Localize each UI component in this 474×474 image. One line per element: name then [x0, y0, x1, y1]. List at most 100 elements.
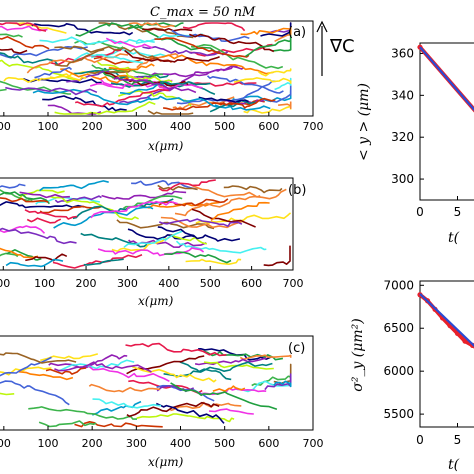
- panel-c-label: (c): [288, 341, 305, 356]
- panel-b-xlabel: x(μm): [138, 294, 174, 308]
- trajectory-track: [39, 36, 155, 46]
- x-tick-label: 200: [82, 120, 103, 133]
- y-tick-label: 6500: [383, 321, 414, 335]
- x-tick-label: 5: [454, 205, 462, 219]
- y-tick-label: 360: [391, 46, 414, 60]
- trajectory-track: [54, 101, 156, 115]
- trajectory-track: [19, 191, 70, 199]
- trajectory-track: [83, 258, 124, 266]
- x-tick-label: 300: [117, 277, 138, 290]
- trajectory-track: [0, 247, 39, 259]
- trajectory-track: [89, 82, 134, 89]
- x-tick-label: 600: [241, 277, 262, 290]
- trajectory-track: [175, 240, 267, 254]
- x-tick-label: 200: [76, 277, 97, 290]
- gradient-arrow-head: [316, 20, 328, 33]
- trajectory-track: [74, 88, 169, 108]
- trajectory-track: [0, 201, 85, 209]
- trajectory-track: [136, 413, 235, 423]
- panel-b-tracks: [0, 179, 291, 269]
- trajectory-track: [213, 97, 276, 109]
- x-tick-label: 700: [283, 277, 304, 290]
- trajectory-track: [131, 365, 217, 383]
- trajectory-track: [162, 54, 274, 75]
- trajectory-track: [170, 382, 278, 411]
- panel-b-x-ticks: 00 100 200 300 400 500 600 700: [0, 266, 304, 290]
- x-tick-label: 500: [214, 437, 235, 450]
- trajectory-track: [97, 71, 162, 86]
- trajectory-track: [170, 401, 242, 412]
- y-tick-label: 7000: [383, 278, 414, 292]
- trajectory-track: [91, 64, 164, 77]
- trajectory-track: [126, 355, 205, 375]
- trajectory-track: [66, 69, 110, 83]
- trajectory-track: [113, 76, 197, 94]
- trajectory-track: [0, 252, 19, 258]
- trajectory-track: [258, 68, 292, 77]
- variance-y-series: [417, 292, 474, 349]
- x-tick-label: 600: [258, 120, 279, 133]
- trajectory-track: [5, 86, 98, 96]
- trajectory-track: [158, 218, 243, 227]
- variance-y-y-ticks: 7000 6500 6000 5500: [383, 278, 424, 421]
- y-tick-label: 340: [391, 88, 414, 102]
- x-tick-label: 00: [0, 120, 11, 133]
- x-tick-label: 300: [126, 437, 147, 450]
- fit-line-blue: [419, 293, 474, 348]
- trajectory-track: [239, 354, 292, 361]
- gradient-indicator: ∇C: [316, 20, 355, 76]
- panel-c-xlabel: x(μm): [148, 455, 184, 469]
- trajectory-track: [172, 96, 235, 110]
- trajectory-track: [189, 43, 273, 57]
- trajectory-track: [80, 232, 148, 248]
- trajectory-track: [42, 95, 127, 112]
- trajectory-track: [60, 68, 131, 84]
- trajectory-track: [34, 66, 73, 79]
- trajectory-track: [142, 27, 193, 32]
- trajectory-track: [0, 22, 47, 32]
- trajectory-track: [40, 353, 99, 362]
- trajectory-track: [158, 179, 216, 192]
- trajectory-track: [88, 383, 161, 393]
- trajectory-track: [75, 22, 184, 37]
- mean-y-series: [417, 44, 474, 113]
- trajectory-track: [0, 48, 28, 54]
- trajectory-track: [124, 49, 220, 63]
- trajectory-track: [214, 104, 271, 111]
- trajectory-track: [155, 402, 225, 424]
- trajectory-track: [28, 406, 137, 420]
- trajectory-track: [128, 239, 207, 248]
- trajectory-track: [128, 22, 175, 28]
- trajectory-track: [88, 365, 170, 383]
- panel-c-tracks: [0, 342, 292, 428]
- x-tick-label: 600: [258, 437, 279, 450]
- trajectory-track: [97, 247, 205, 257]
- trajectory-track: [0, 183, 26, 189]
- trajectory-track: [0, 25, 48, 32]
- y-tick-label: 320: [391, 130, 414, 144]
- panel-c: 00 100 200 300 400 500 600 700 (c) x(μm): [0, 335, 324, 469]
- trajectory-track: [171, 29, 250, 42]
- trajectory-track: [273, 363, 292, 385]
- trajectory-track: [147, 95, 218, 108]
- trajectory-track: [273, 380, 292, 388]
- trajectory-track: [90, 200, 178, 219]
- variance-y-ylabel: σ²_y (μm²): [350, 318, 366, 391]
- panel-b: 00 100 200 300 400 500 600 700 (b) x(μm): [0, 177, 306, 308]
- x-tick-label: 100: [38, 437, 59, 450]
- trajectory-track: [123, 230, 184, 248]
- trajectory-track: [0, 33, 23, 38]
- trajectory-track: [154, 37, 250, 58]
- trajectory-track: [32, 88, 153, 106]
- y-tick-label: 5500: [383, 407, 414, 421]
- trajectory-track: [0, 189, 33, 202]
- x-tick-label: 00: [0, 277, 10, 290]
- trajectory-track: [3, 75, 87, 83]
- trajectory-track: [142, 46, 229, 57]
- trajectory-track: [190, 44, 284, 70]
- trajectory-track: [0, 191, 50, 205]
- variance-y-xlabel: t(: [448, 457, 460, 473]
